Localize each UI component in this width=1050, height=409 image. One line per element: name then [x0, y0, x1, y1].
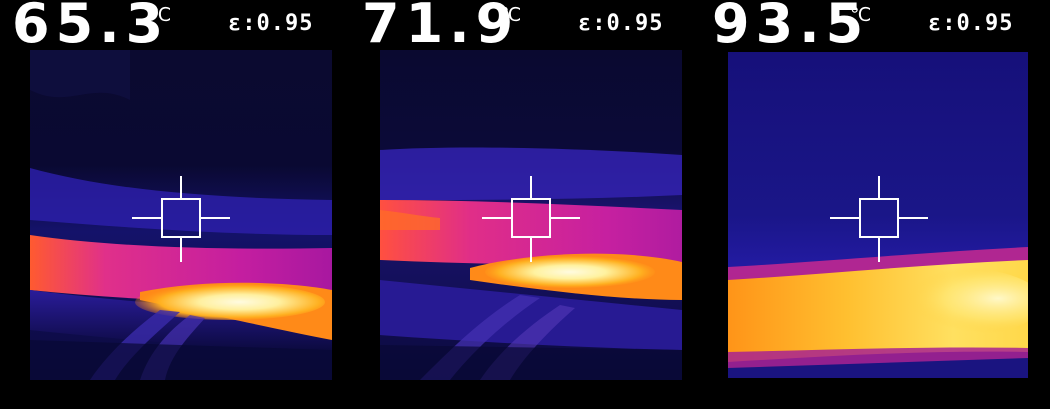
temperature-reading: 71.9 [362, 0, 520, 55]
temperature-unit: ℃ [150, 4, 172, 26]
thermal-image-3 [728, 52, 1028, 378]
thermal-image-2 [380, 50, 682, 380]
temperature-unit: ℃ [500, 4, 522, 26]
temperature-unit: ℃ [850, 4, 872, 26]
panel-3-header: 93.5 ℃ ε:0.95 [700, 0, 1050, 54]
thermal-panel-3: 93.5 ℃ ε:0.95 [700, 0, 1050, 409]
emissivity-reading: ε:0.95 [228, 11, 314, 36]
crosshair-icon [482, 176, 580, 262]
thermal-image-1 [30, 50, 332, 380]
temperature-reading: 65.3 [12, 0, 170, 55]
crosshair-icon [830, 176, 928, 262]
panel-1-header: 65.3 ℃ ε:0.95 [0, 0, 350, 54]
emissivity-reading: ε:0.95 [928, 11, 1014, 36]
thermal-panel-2: 71.9 ℃ ε:0.95 [350, 0, 700, 409]
crosshair-icon [132, 176, 230, 262]
panel-2-header: 71.9 ℃ ε:0.95 [350, 0, 700, 54]
thermal-panel-1: 65.3 ℃ ε:0.95 [0, 0, 350, 409]
temperature-reading: 93.5 [712, 0, 870, 55]
emissivity-reading: ε:0.95 [578, 11, 664, 36]
